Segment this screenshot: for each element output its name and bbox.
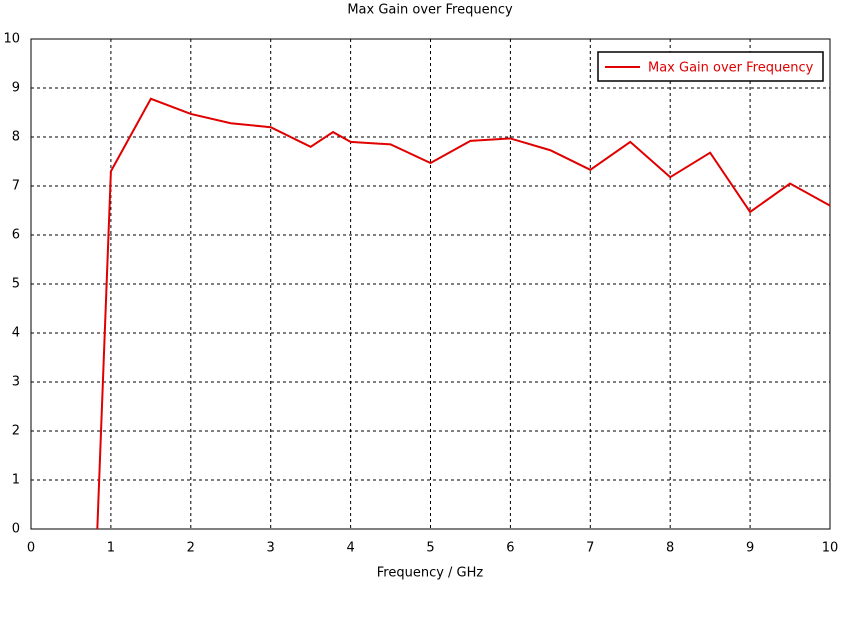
chart-title: Max Gain over Frequency: [347, 3, 513, 18]
x-tick-label: 1: [107, 541, 115, 556]
y-tick-label: 5: [12, 277, 20, 292]
x-tick-label: 8: [666, 541, 674, 556]
y-tick-label: 0: [12, 522, 20, 537]
x-tick-label: 5: [426, 541, 434, 556]
x-tick-label: 10: [822, 541, 839, 556]
y-tick-label: 10: [3, 32, 20, 47]
x-tick-label: 6: [506, 541, 514, 556]
y-tick-label: 1: [12, 473, 20, 488]
x-tick-label: 0: [27, 541, 35, 556]
x-tick-label: 9: [746, 541, 754, 556]
y-tick-label: 7: [12, 179, 20, 194]
x-tick-label: 4: [346, 541, 354, 556]
y-tick-label: 3: [12, 375, 20, 390]
x-tick-label: 3: [267, 541, 275, 556]
y-tick-label: 9: [12, 81, 20, 96]
data-line: [96, 97, 831, 530]
x-tick-label: 2: [187, 541, 195, 556]
legend-label: Max Gain over Frequency: [648, 61, 814, 76]
y-tick-label: 2: [12, 424, 20, 439]
y-tick-label: 4: [12, 326, 20, 341]
y-tick-label: 8: [12, 130, 20, 145]
x-tick-label: 7: [586, 541, 594, 556]
y-tick-label: 6: [12, 228, 20, 243]
plot-frame: [30, 38, 831, 530]
x-axis-label: Frequency / GHz: [377, 566, 484, 581]
